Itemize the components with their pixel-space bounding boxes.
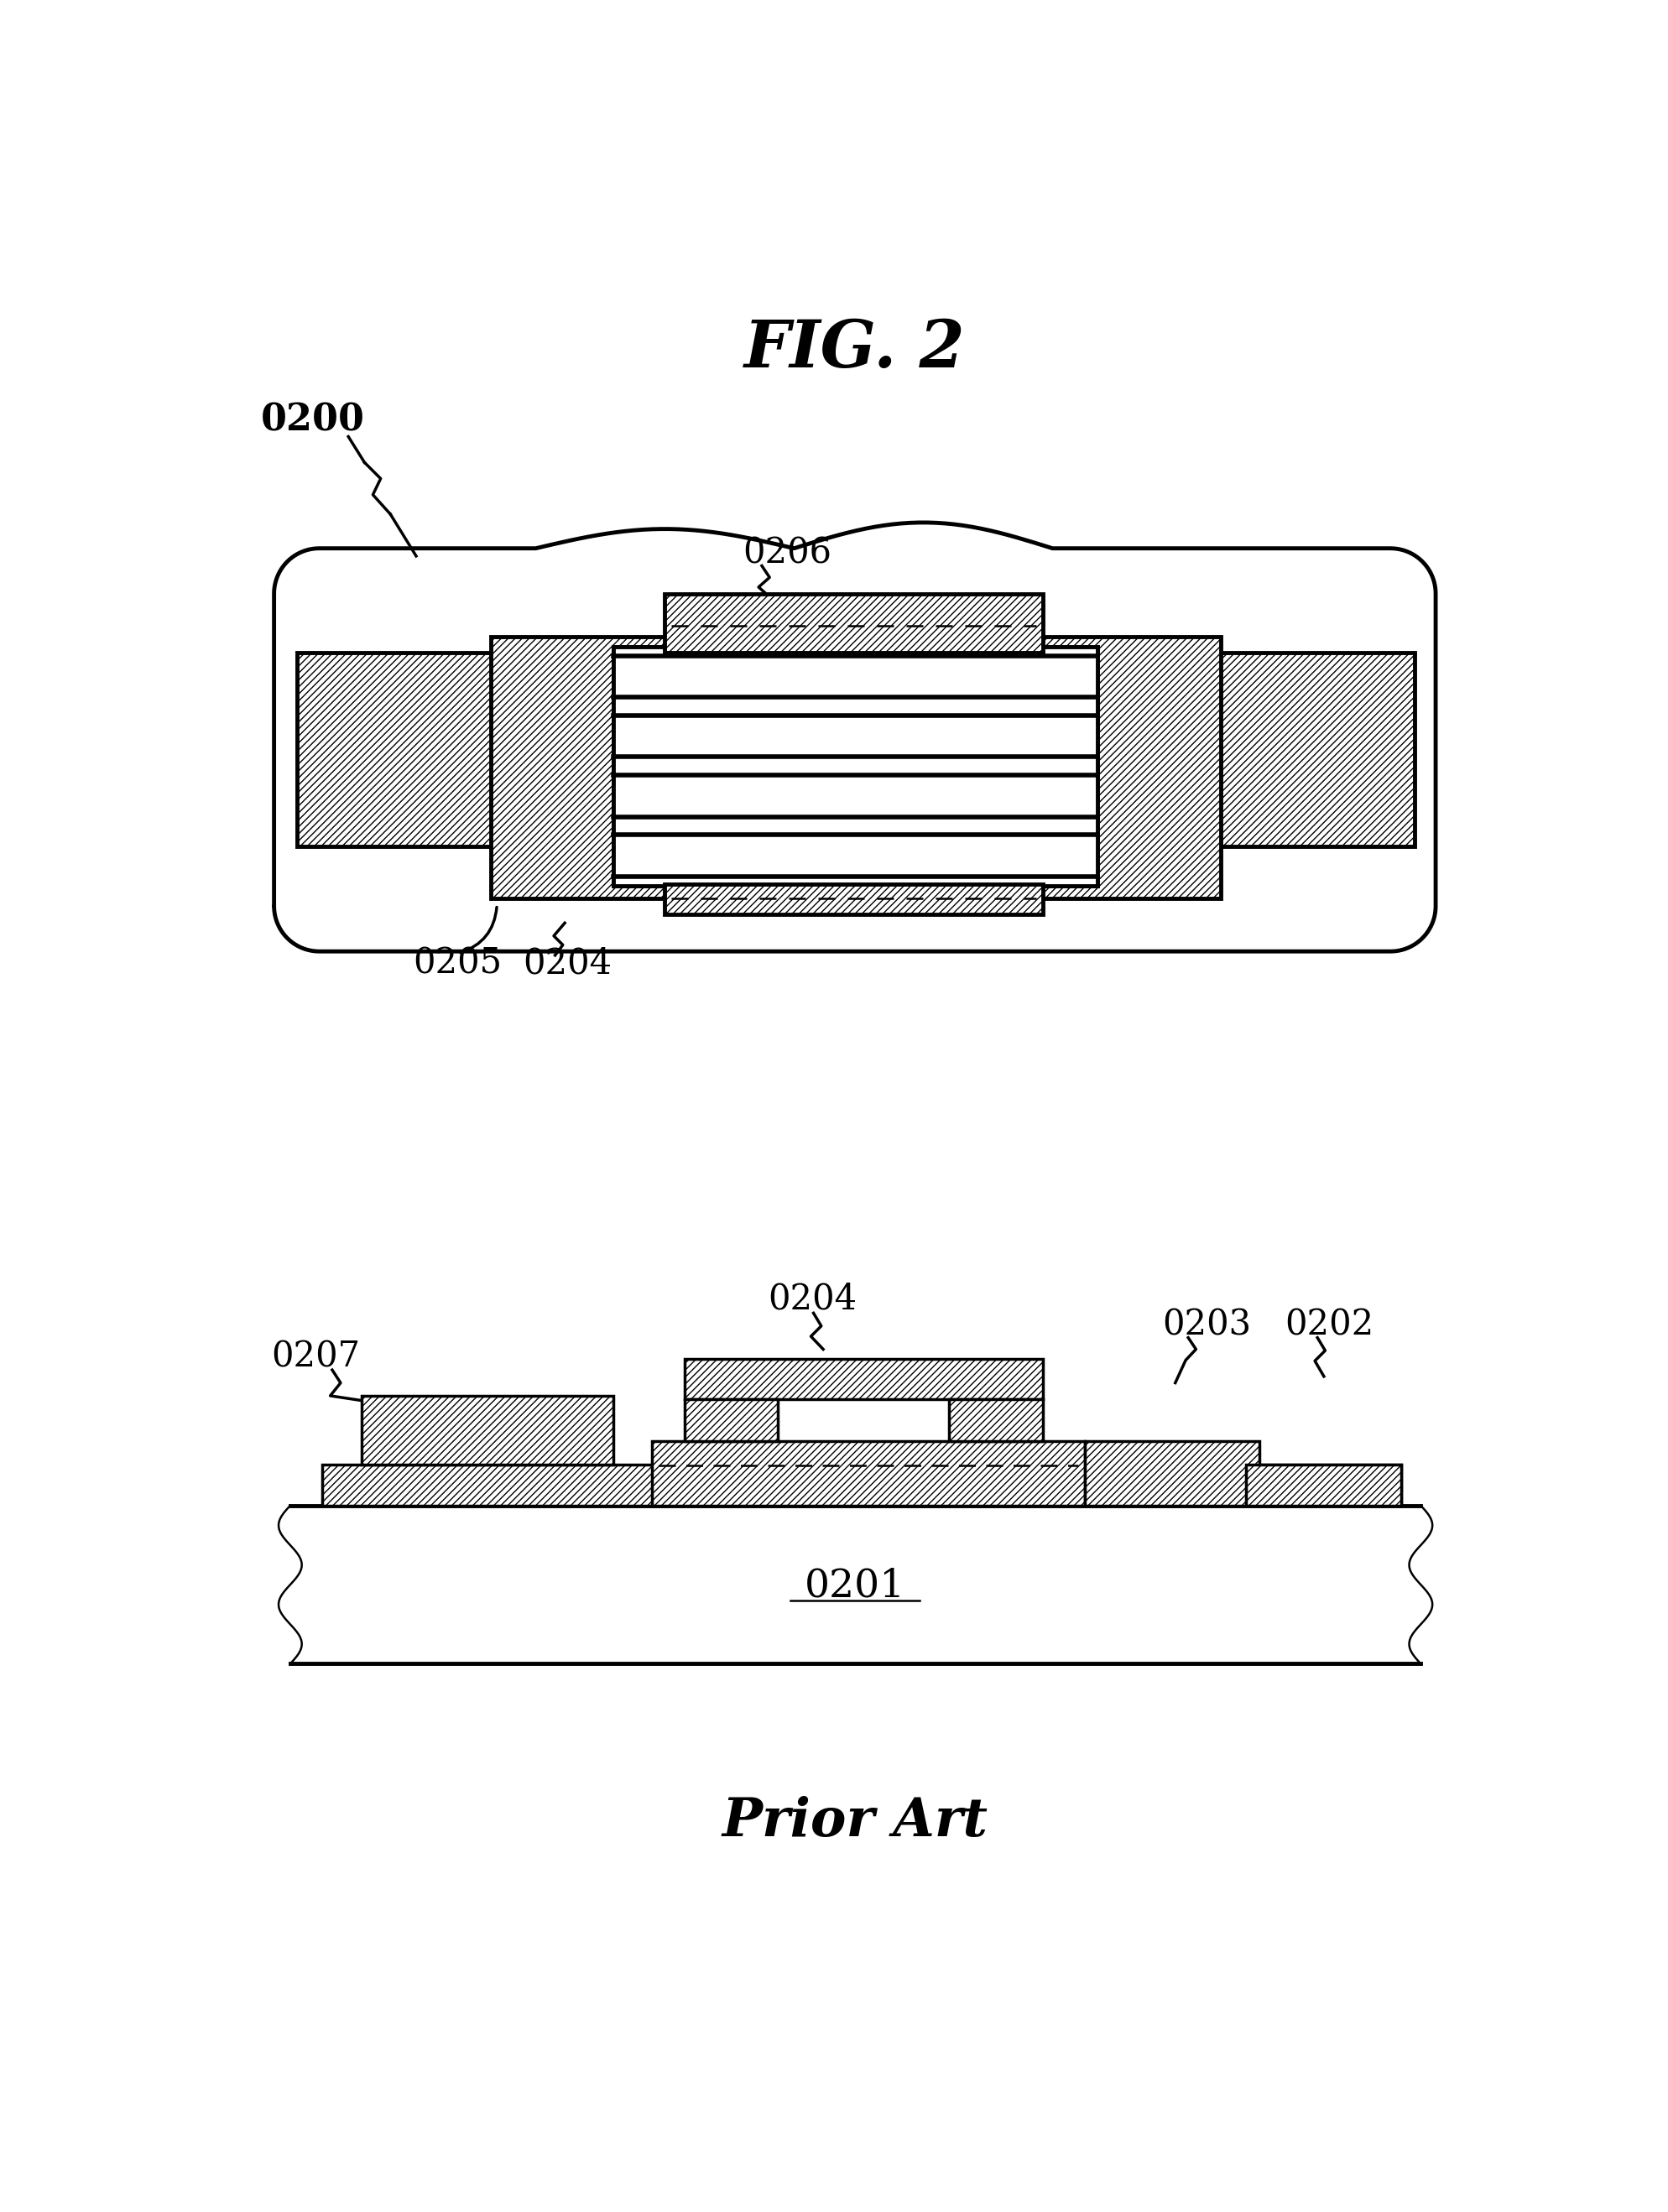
Bar — [614, 706, 1098, 765]
Bar — [1084, 1440, 1259, 1506]
Bar — [614, 646, 1098, 885]
Text: 0202: 0202 — [1284, 1307, 1374, 1343]
Bar — [666, 593, 1042, 653]
Bar — [614, 646, 1098, 885]
Text: 0205: 0205 — [414, 945, 502, 980]
Bar — [614, 646, 1098, 706]
Bar — [684, 1398, 777, 1440]
Bar — [290, 1506, 1421, 1663]
Bar — [322, 1464, 1401, 1506]
Bar — [614, 765, 1098, 825]
Bar — [949, 1398, 1042, 1440]
Bar — [691, 774, 1021, 816]
Bar — [666, 885, 1042, 914]
Text: 0204: 0204 — [522, 945, 612, 980]
Bar — [297, 653, 529, 847]
Bar — [614, 825, 1098, 885]
Bar — [652, 1440, 1084, 1506]
Text: 0207: 0207 — [270, 1340, 360, 1374]
Bar — [490, 637, 1221, 898]
Text: 0206: 0206 — [742, 535, 831, 571]
Bar — [362, 1396, 614, 1464]
Text: 0200: 0200 — [262, 403, 365, 438]
Bar — [684, 1358, 1042, 1398]
Bar — [1246, 1464, 1401, 1506]
Text: FIG. 2: FIG. 2 — [744, 316, 966, 380]
Text: 0204: 0204 — [769, 1281, 857, 1316]
Text: Prior Art: Prior Art — [722, 1796, 987, 1847]
Bar — [1181, 653, 1414, 847]
Bar — [691, 834, 1021, 876]
Text: 0201: 0201 — [804, 1568, 906, 1606]
Bar — [691, 714, 1021, 757]
Text: 0203: 0203 — [1163, 1307, 1251, 1343]
Bar — [691, 655, 1021, 697]
